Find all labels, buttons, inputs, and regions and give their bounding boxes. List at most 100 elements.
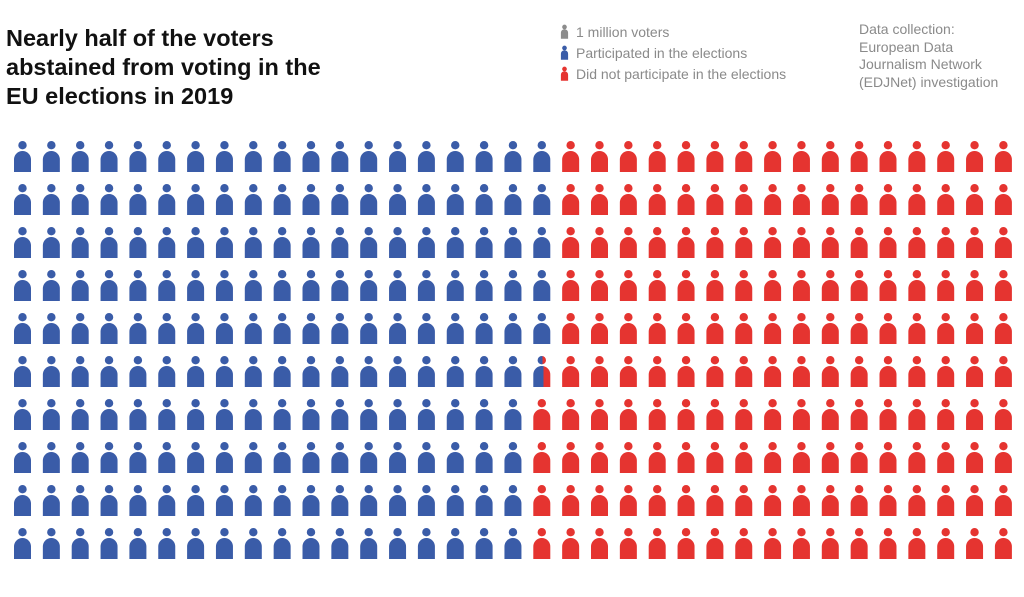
voter-icon bbox=[850, 399, 868, 430]
voter-body bbox=[446, 237, 464, 258]
voter-body bbox=[187, 280, 205, 301]
voter-head bbox=[47, 442, 56, 451]
voter-icon bbox=[966, 184, 984, 215]
voter-body bbox=[389, 194, 407, 215]
voter-body bbox=[331, 237, 349, 258]
voter-icon bbox=[706, 141, 724, 172]
voter-head bbox=[768, 313, 777, 322]
voter-icon bbox=[591, 399, 608, 430]
voter-body bbox=[71, 280, 89, 301]
voter-head bbox=[970, 442, 979, 451]
voter-body bbox=[42, 151, 60, 172]
voter-body bbox=[215, 495, 233, 516]
voter-body bbox=[14, 323, 31, 344]
voter-icon bbox=[417, 442, 435, 473]
voter-head bbox=[104, 227, 114, 236]
voter-icon bbox=[14, 356, 31, 387]
voter-head bbox=[681, 442, 691, 451]
legend-item-abstained: Did not participate in the elections bbox=[560, 63, 786, 84]
voter-icon bbox=[648, 141, 666, 172]
voter-head bbox=[479, 528, 489, 537]
voter-head bbox=[883, 227, 893, 236]
voter-head bbox=[508, 528, 518, 537]
voter-icon bbox=[735, 399, 753, 430]
voter-icon bbox=[360, 270, 378, 301]
voter-head bbox=[681, 313, 691, 322]
voter-head bbox=[133, 485, 143, 494]
voter-body bbox=[417, 194, 435, 215]
voter-icon bbox=[648, 227, 666, 258]
voter-body bbox=[244, 323, 262, 344]
voter-body bbox=[302, 366, 320, 387]
voter-body bbox=[187, 323, 205, 344]
voter-body bbox=[71, 452, 89, 473]
legend-label-participated: Participated in the elections bbox=[576, 44, 748, 61]
voter-head bbox=[133, 184, 143, 193]
voter-icon bbox=[937, 442, 955, 473]
voter-body bbox=[591, 452, 608, 473]
voter-body bbox=[244, 538, 262, 559]
voter-body bbox=[302, 151, 320, 172]
voter-icon bbox=[215, 399, 233, 430]
voter-body bbox=[244, 237, 262, 258]
voter-icon bbox=[215, 141, 233, 172]
voter-icon bbox=[706, 184, 724, 215]
voter-body bbox=[360, 280, 378, 301]
voter-body bbox=[42, 194, 60, 215]
voter-icon bbox=[994, 227, 1012, 258]
voter-icon bbox=[966, 528, 984, 559]
voter-icon bbox=[908, 399, 926, 430]
voter-body bbox=[994, 452, 1012, 473]
voter-head bbox=[162, 227, 171, 236]
voter-body bbox=[302, 538, 320, 559]
voter-head bbox=[277, 227, 287, 236]
voter-head bbox=[941, 270, 950, 279]
voter-icon bbox=[619, 528, 637, 559]
voter-icon bbox=[619, 356, 637, 387]
voter-head bbox=[422, 141, 431, 150]
voter-icon bbox=[879, 399, 897, 430]
voter-body bbox=[764, 452, 782, 473]
voter-body bbox=[735, 237, 753, 258]
voter-head bbox=[595, 399, 604, 408]
voter-body bbox=[215, 151, 233, 172]
voter-icon bbox=[850, 313, 868, 344]
voter-icon bbox=[389, 313, 407, 344]
voter-body bbox=[908, 366, 926, 387]
voter-icon bbox=[850, 485, 868, 516]
voter-icon bbox=[14, 227, 31, 258]
voter-head bbox=[710, 141, 720, 150]
voter-head bbox=[133, 528, 143, 537]
voter-body bbox=[273, 452, 291, 473]
voter-head bbox=[104, 270, 114, 279]
voter-head bbox=[76, 528, 85, 537]
voter-icon bbox=[244, 528, 262, 559]
voter-body bbox=[562, 409, 580, 430]
voter-icon bbox=[821, 313, 839, 344]
voter-head bbox=[249, 442, 258, 451]
voter-head bbox=[422, 227, 431, 236]
voter-body bbox=[908, 323, 926, 344]
voter-head bbox=[335, 184, 345, 193]
voter-body bbox=[504, 452, 522, 473]
voter-body bbox=[821, 452, 839, 473]
voter-head bbox=[912, 270, 922, 279]
voter-body bbox=[100, 151, 118, 172]
voter-head bbox=[653, 399, 662, 408]
chart-title: Nearly half of the voters abstained from… bbox=[6, 25, 321, 109]
voter-head bbox=[941, 184, 950, 193]
voter-head bbox=[768, 184, 777, 193]
voter-icon bbox=[331, 399, 349, 430]
voter-icon bbox=[533, 442, 551, 473]
voter-body bbox=[273, 323, 291, 344]
voter-head bbox=[133, 141, 143, 150]
voter-body bbox=[879, 237, 897, 258]
voter-body bbox=[417, 280, 435, 301]
voter-icon bbox=[504, 485, 522, 516]
voter-body bbox=[273, 194, 291, 215]
voter-body bbox=[475, 409, 493, 430]
voter-body bbox=[735, 495, 753, 516]
voter-body bbox=[158, 495, 176, 516]
voter-icon bbox=[158, 485, 176, 516]
voter-icon bbox=[735, 141, 753, 172]
